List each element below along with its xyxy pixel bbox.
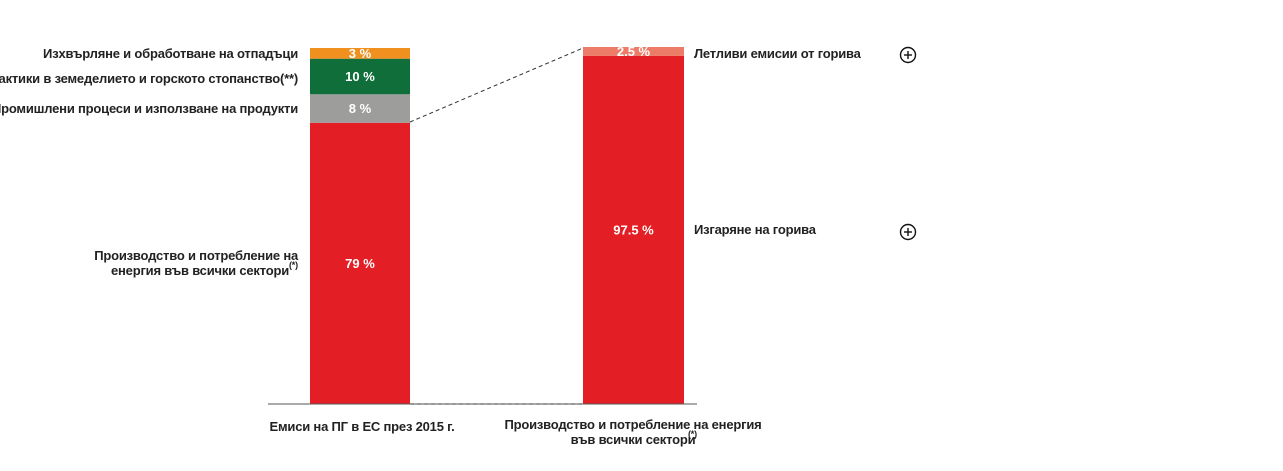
category-label-left: Емиси на ПГ в ЕС през 2015 г. [270, 419, 455, 434]
left-bar-segment-2 [310, 58, 410, 95]
label-energy-sup: (*) [289, 260, 298, 270]
left-bar-segment-1 [310, 94, 410, 123]
category-label-right-sup: (*) [688, 429, 697, 439]
label-waste: Изхвърляне и обработване на отпадъци [43, 46, 298, 61]
left-bar-value-label-0: 79 % [345, 256, 375, 271]
left-bar-value-label-1: 8 % [349, 101, 372, 116]
label-fugitive: Летливи емисии от горива [694, 46, 862, 61]
left-bar-segment-0 [310, 122, 410, 404]
connector-top [409, 47, 584, 123]
right-bar-segment-1 [583, 47, 684, 56]
label-industry: Промишлени процеси и използване на проду… [0, 101, 298, 116]
label-agriculture: Практики в земеделието и горското стопан… [0, 71, 298, 86]
category-label-right-line1: Производство и потребление на енергия [504, 417, 761, 432]
category-label-right-line2: във всички сектори [571, 432, 696, 447]
plus-circle-icon[interactable] [899, 46, 917, 64]
label-energy-line2: енергия във всички сектори [111, 263, 289, 278]
right-bar-value-label-1: 2.5 % [617, 44, 651, 59]
left-bar-value-label-2: 10 % [345, 69, 375, 84]
label-energy-line1: Производство и потребление на [94, 248, 299, 263]
label-combustion: Изгаряне на горива [694, 222, 817, 237]
left-bar-segment-3 [310, 48, 410, 59]
bar-eu-ghg-2015: 79 % 8 % 10 % 3 % [310, 46, 410, 404]
right-bar-value-label-0: 97.5 % [613, 222, 654, 237]
left-bar-value-label-3: 3 % [349, 46, 372, 61]
plus-circle-icon[interactable] [899, 223, 917, 241]
right-bar-segment-0 [583, 55, 684, 405]
bar-energy-sectors: 97.5 % 2.5 % [583, 44, 684, 405]
